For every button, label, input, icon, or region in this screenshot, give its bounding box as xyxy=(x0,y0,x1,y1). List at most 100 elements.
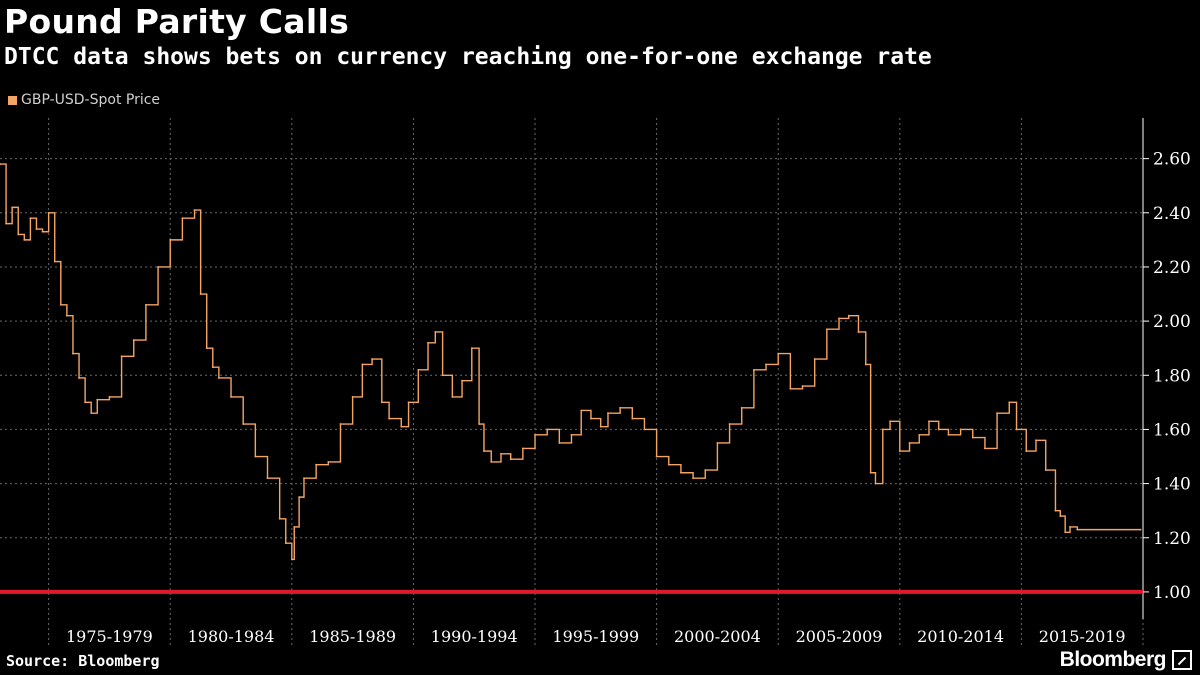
data-point xyxy=(1069,526,1071,528)
data-point xyxy=(47,211,50,214)
data-point xyxy=(427,341,429,344)
data-point xyxy=(478,423,480,425)
y-tick-label: 1.60 xyxy=(1153,420,1191,440)
x-tick-label: 2000-2004 xyxy=(674,627,761,646)
data-point xyxy=(1064,531,1067,534)
data-point xyxy=(29,217,32,220)
data-point xyxy=(293,526,296,528)
data-point xyxy=(211,366,214,369)
data-point xyxy=(813,358,816,360)
data-point xyxy=(407,401,410,404)
data-point xyxy=(351,396,354,398)
data-point xyxy=(869,471,872,474)
data-point xyxy=(898,450,901,452)
brand: Bloomberg xyxy=(1060,648,1192,672)
data-point xyxy=(84,401,87,404)
source-note: Source: Bloomberg xyxy=(6,652,160,670)
data-point xyxy=(5,222,7,225)
data-point xyxy=(857,331,860,333)
data-point xyxy=(17,233,20,236)
x-tick-label: 1975-1979 xyxy=(66,627,153,646)
data-point xyxy=(254,455,257,458)
data-point xyxy=(777,352,780,355)
y-tick-label: 2.20 xyxy=(1153,258,1191,278)
data-point xyxy=(590,417,592,420)
data-point xyxy=(752,368,755,371)
x-tick-label: 1980-1984 xyxy=(188,627,275,646)
data-point xyxy=(643,428,646,431)
data-point xyxy=(655,455,658,458)
data-point xyxy=(199,293,202,295)
data-point xyxy=(242,423,245,425)
data-point xyxy=(205,347,208,350)
legend: GBP-USD-Spot Price xyxy=(8,92,160,108)
data-point xyxy=(1044,469,1047,471)
data-point xyxy=(41,230,44,233)
data-point xyxy=(838,317,840,320)
y-tick-label: 2.60 xyxy=(1153,150,1191,170)
data-point xyxy=(607,412,609,415)
data-point xyxy=(825,328,828,331)
data-point xyxy=(290,558,293,561)
x-tick-label: 2005-2009 xyxy=(796,627,883,646)
data-point xyxy=(361,363,364,366)
y-tick-label: 1.20 xyxy=(1153,529,1191,549)
brand-name: Bloomberg xyxy=(1059,648,1167,671)
bloomberg-logo-icon xyxy=(1172,650,1192,670)
y-tick-label: 1.80 xyxy=(1153,366,1191,386)
data-point xyxy=(928,420,930,423)
data-point xyxy=(1015,428,1018,431)
data-point xyxy=(1139,528,1142,531)
data-point xyxy=(434,331,437,333)
data-point xyxy=(947,433,950,436)
data-point xyxy=(864,363,867,366)
data-point xyxy=(847,314,850,317)
data-point xyxy=(728,423,731,425)
data-point xyxy=(298,496,301,499)
data-point xyxy=(874,482,877,485)
series-line xyxy=(0,163,1141,561)
data-point xyxy=(53,260,56,263)
data-point xyxy=(132,339,135,341)
data-point xyxy=(959,428,962,431)
data-point xyxy=(417,368,420,371)
data-point xyxy=(59,303,62,306)
data-point xyxy=(65,314,68,317)
data-point xyxy=(145,303,147,306)
data-point xyxy=(534,433,536,436)
data-point xyxy=(217,377,220,379)
data-point xyxy=(692,477,694,480)
data-point xyxy=(72,352,74,355)
data-point xyxy=(303,477,305,480)
data-point xyxy=(90,412,93,415)
data-point xyxy=(1076,528,1079,531)
data-point xyxy=(78,377,80,379)
data-point xyxy=(1059,515,1062,517)
data-point xyxy=(500,452,502,455)
data-point xyxy=(740,406,743,409)
legend-label: GBP-USD-Spot Price xyxy=(21,92,161,108)
data-point xyxy=(35,228,38,230)
data-point xyxy=(441,374,444,377)
data-point xyxy=(157,266,159,268)
data-point xyxy=(546,428,549,431)
data-point xyxy=(1054,509,1057,512)
x-tick-label: 1990-1994 xyxy=(431,627,518,646)
data-point xyxy=(984,447,986,450)
data-point xyxy=(1035,439,1037,442)
data-point xyxy=(327,461,330,463)
legend-swatch xyxy=(8,95,17,105)
data-point xyxy=(789,387,792,390)
data-point xyxy=(801,385,804,388)
data-point xyxy=(765,363,767,366)
data-point xyxy=(388,417,391,420)
data-point xyxy=(599,425,602,428)
data-point xyxy=(451,396,454,398)
data-point xyxy=(380,401,383,404)
data-point xyxy=(120,355,123,358)
data-point xyxy=(667,463,670,466)
data-point xyxy=(315,463,318,466)
data-point xyxy=(490,461,493,463)
data-point xyxy=(881,428,884,431)
